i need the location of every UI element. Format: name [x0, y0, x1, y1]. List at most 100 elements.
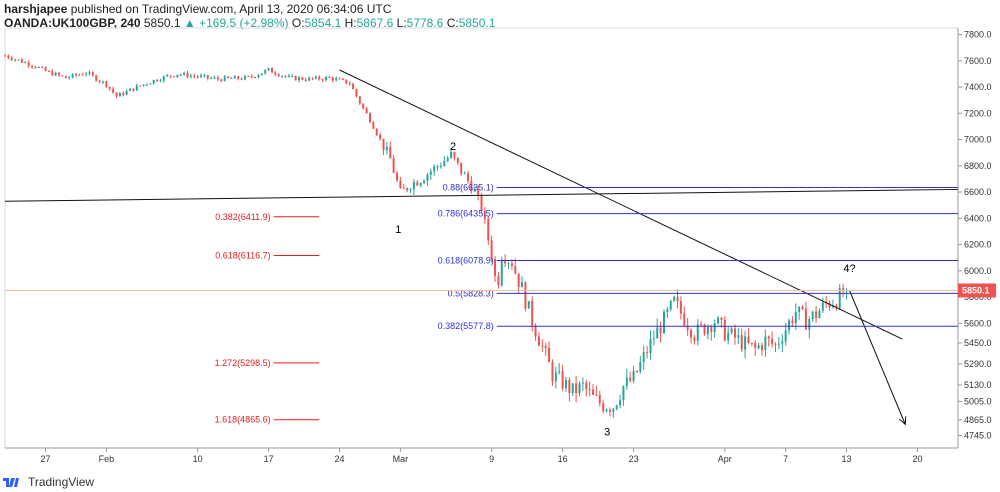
fib-level-label: 0.618(6078.9) — [438, 255, 494, 265]
author-name[interactable]: harshjapee — [4, 2, 68, 16]
candle-up — [152, 79, 155, 84]
candle-down — [58, 72, 61, 76]
candle-down — [132, 88, 135, 91]
candle-down — [510, 263, 513, 267]
candle-up — [14, 59, 17, 61]
candle-down — [575, 383, 578, 394]
y-tick-label: 4865.0 — [964, 415, 992, 425]
candle-up — [788, 320, 791, 331]
candle-up — [463, 173, 466, 175]
candle-down — [220, 79, 223, 82]
candle-up — [166, 75, 169, 77]
candle-down — [487, 218, 490, 241]
x-tick-label: 16 — [558, 454, 568, 464]
candle-down — [710, 326, 713, 332]
candle-up — [673, 296, 676, 301]
candle-down — [635, 370, 638, 372]
candle-down — [311, 77, 314, 79]
candle-down — [115, 92, 118, 97]
candle-up — [662, 311, 665, 334]
candle-down — [230, 77, 233, 79]
tradingview-mark-icon — [3, 478, 19, 487]
candle-down — [186, 72, 189, 78]
wave-label: 1 — [395, 224, 401, 236]
candle-up — [500, 259, 503, 286]
candle-up — [794, 312, 797, 324]
y-tick-label: 7400.0 — [964, 82, 992, 92]
candle-down — [466, 173, 469, 181]
low-value: 5778.6 — [406, 16, 444, 30]
candle-up — [429, 171, 432, 175]
candle-up — [696, 324, 699, 341]
candle-down — [700, 324, 703, 326]
candle-up — [233, 76, 236, 79]
wave-label: 2 — [450, 141, 456, 153]
up-arrow-icon: ▲ — [183, 16, 196, 30]
candle-down — [108, 86, 111, 89]
x-tick-label: 13 — [841, 454, 851, 464]
candle-down — [227, 76, 230, 78]
candle-up — [102, 81, 105, 83]
candle-down — [17, 59, 20, 61]
candle-down — [534, 325, 537, 337]
candle-down — [74, 73, 77, 76]
open-value: 5854.1 — [304, 16, 342, 30]
candle-up — [433, 166, 436, 172]
candle-down — [815, 311, 818, 318]
fib-level-label: 0.382(5577.8) — [438, 321, 494, 331]
candle-down — [358, 96, 361, 104]
publish-line: harshjapee published on TradingView.com,… — [4, 2, 391, 16]
candle-down — [345, 79, 348, 84]
projection-arrow — [849, 290, 906, 425]
low-label: L: — [396, 16, 407, 30]
candle-up — [243, 76, 246, 80]
candle-down — [362, 103, 365, 109]
y-tick-label: 7600.0 — [964, 56, 992, 66]
candle-up — [615, 405, 618, 409]
candle-down — [355, 89, 358, 97]
candle-up — [54, 72, 57, 76]
candle-up — [706, 326, 709, 335]
candle-down — [95, 75, 98, 81]
candle-up — [37, 67, 40, 69]
candle-up — [213, 77, 216, 79]
candle-up — [439, 166, 442, 168]
candle-up — [666, 309, 669, 312]
candle-down — [216, 77, 219, 80]
tradingview-logo[interactable]: TradingView — [2, 475, 94, 489]
candle-up — [142, 84, 145, 86]
candle-down — [91, 72, 94, 76]
symbol-line: OANDA:UK100GBP, 240 5850.1 ▲ +169.5 (+2.… — [4, 16, 495, 30]
candle-up — [781, 341, 784, 344]
candle-down — [321, 79, 324, 81]
candle-down — [835, 305, 838, 309]
candle-down — [375, 128, 378, 135]
candle-up — [183, 72, 186, 75]
candle-down — [240, 78, 243, 80]
candle-down — [828, 302, 831, 308]
candle-up — [558, 371, 561, 373]
candle-down — [399, 180, 402, 189]
candle-up — [669, 300, 672, 310]
candle-up — [818, 310, 821, 318]
candle-up — [730, 328, 733, 333]
candle-down — [304, 79, 307, 81]
candle-down — [139, 85, 142, 87]
y-tick-label: 5130.0 — [964, 380, 992, 390]
candle-down — [686, 325, 689, 331]
candle-down — [693, 337, 696, 341]
candle-down — [254, 76, 257, 78]
candle-down — [588, 389, 591, 391]
candle-up — [419, 183, 422, 186]
candle-down — [585, 382, 588, 390]
x-tick-label: 17 — [264, 454, 274, 464]
candle-up — [625, 377, 628, 387]
candle-up — [554, 372, 557, 382]
high-label: H: — [344, 16, 357, 30]
symbol-name[interactable]: OANDA:UK100GBP, 240 — [4, 16, 141, 30]
fib-level-label: 0.88(6635.1) — [443, 182, 494, 192]
candle-down — [348, 83, 351, 85]
candle-up — [571, 383, 574, 394]
candle-down — [750, 342, 753, 344]
